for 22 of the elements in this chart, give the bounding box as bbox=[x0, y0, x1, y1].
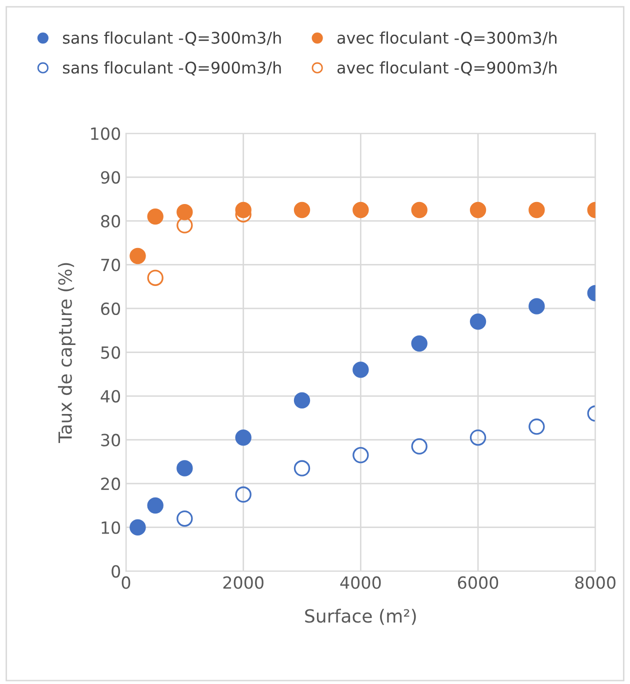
y-tick-label: 50 bbox=[101, 346, 120, 359]
y-tick-label: 90 bbox=[100, 171, 120, 184]
y-tick-label: 20 bbox=[101, 478, 120, 490]
x-tick-label: 8000 bbox=[575, 576, 616, 589]
y-tick-label: 0 bbox=[112, 565, 120, 578]
y-tick-label: 80 bbox=[101, 214, 120, 228]
legend-label: avec floculant -Q=300m3/h bbox=[337, 31, 556, 46]
y-tick-label: 30 bbox=[101, 434, 120, 446]
x-tick-label: 0 bbox=[122, 576, 130, 589]
legend-label: sans floculant -Q=900m3/h bbox=[62, 61, 281, 76]
y-tick-label: 100 bbox=[91, 127, 120, 140]
y-tick-label: 40 bbox=[100, 390, 120, 403]
y-tick-label: 60 bbox=[101, 302, 120, 316]
legend-label: avec floculant -Q=900m3/h bbox=[337, 61, 556, 76]
y-axis-title: Taux de capture (%) bbox=[58, 263, 76, 443]
x-tick-label: 6000 bbox=[458, 576, 498, 589]
legend-label: sans floculant -Q=300m3/h bbox=[62, 31, 281, 46]
x-tick-label: 4000 bbox=[340, 576, 381, 589]
x-axis-title: Surface (m²) bbox=[305, 608, 416, 625]
y-tick-label: 10 bbox=[102, 521, 120, 534]
x-tick-label: 2000 bbox=[223, 576, 264, 589]
y-tick-label: 70 bbox=[101, 258, 120, 272]
